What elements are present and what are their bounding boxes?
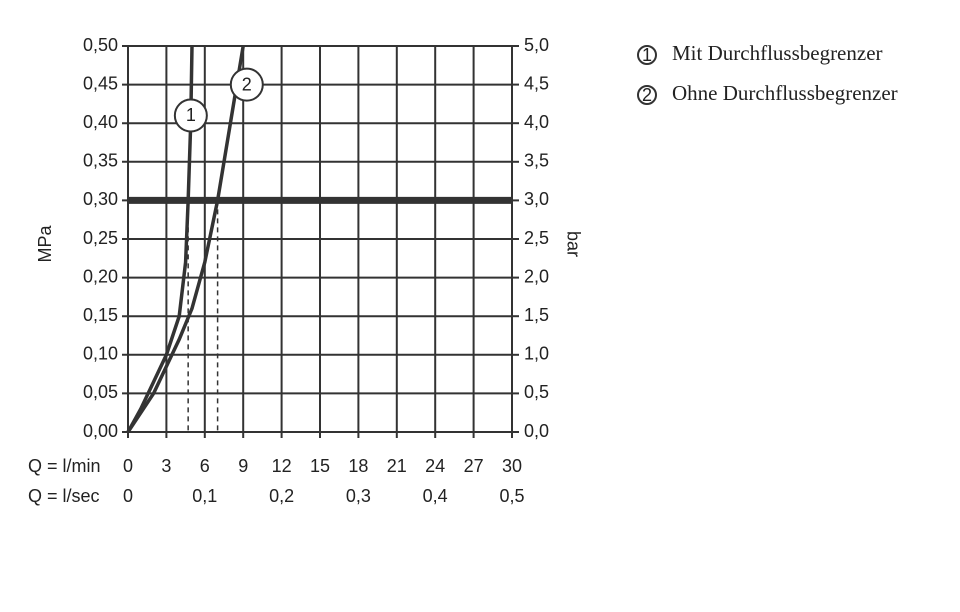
x-axis-label: Q = l/min — [28, 456, 101, 476]
x2-axis-label: Q = l/sec — [28, 486, 100, 506]
legend-marker: 1 — [642, 45, 652, 65]
legend-marker-circle — [637, 85, 657, 105]
y-tick-label: 0,40 — [83, 112, 118, 132]
y-tick-label: 0,50 — [83, 35, 118, 55]
y2-tick-label: 3,5 — [524, 151, 549, 171]
x-tick-label: 9 — [238, 456, 248, 476]
y-axis-label: MPa — [35, 225, 55, 263]
x2-tick-label: 0,1 — [192, 486, 217, 506]
x-tick-label: 6 — [200, 456, 210, 476]
y-tick-label: 0,35 — [83, 151, 118, 171]
series-line — [126, 45, 194, 433]
series-line — [126, 45, 245, 433]
x-tick-label: 24 — [425, 456, 445, 476]
x2-tick-label: 0,3 — [346, 486, 371, 506]
x-tick-label: 15 — [310, 456, 330, 476]
series-marker: 1 — [186, 105, 196, 125]
legend-label: Ohne Durchflussbegrenzer — [672, 81, 898, 105]
x-tick-label: 0 — [123, 456, 133, 476]
y2-tick-label: 1,5 — [524, 305, 549, 325]
series-marker-circle — [229, 67, 264, 102]
y-tick-label: 0,45 — [83, 73, 118, 93]
y-tick-label: 0,25 — [83, 228, 118, 248]
y-tick-label: 0,15 — [83, 305, 118, 325]
y2-tick-label: 2,5 — [524, 228, 549, 248]
x-tick-label: 3 — [161, 456, 171, 476]
y2-tick-label: 1,0 — [524, 344, 549, 364]
y2-tick-label: 0,0 — [524, 421, 549, 441]
y-tick-label: 0,05 — [83, 382, 118, 402]
x-tick-label: 27 — [464, 456, 484, 476]
x-tick-label: 21 — [387, 456, 407, 476]
y-tick-label: 0,00 — [83, 421, 118, 441]
x2-tick-label: 0 — [123, 486, 133, 506]
legend-label: Mit Durchflussbegrenzer — [672, 41, 883, 65]
y-tick-label: 0,30 — [83, 189, 118, 209]
series-marker-circle — [173, 98, 208, 133]
x2-tick-label: 0,5 — [499, 486, 524, 506]
y2-tick-label: 4,5 — [524, 73, 549, 93]
y2-tick-label: 5,0 — [524, 35, 549, 55]
x2-tick-label: 0,2 — [269, 486, 294, 506]
x-tick-label: 12 — [272, 456, 292, 476]
y-tick-label: 0,20 — [83, 266, 118, 286]
x2-tick-label: 0,4 — [423, 486, 448, 506]
y2-tick-label: 3,0 — [524, 189, 549, 209]
y2-tick-label: 4,0 — [524, 112, 549, 132]
y2-axis-label: bar — [563, 231, 583, 257]
legend-marker-circle — [637, 45, 657, 65]
legend-marker: 2 — [642, 85, 652, 105]
series-marker: 2 — [242, 74, 252, 94]
x-tick-label: 30 — [502, 456, 522, 476]
y2-tick-label: 0,5 — [524, 382, 549, 402]
y-tick-label: 0,10 — [83, 344, 118, 364]
x-tick-label: 18 — [348, 456, 368, 476]
y2-tick-label: 2,0 — [524, 266, 549, 286]
